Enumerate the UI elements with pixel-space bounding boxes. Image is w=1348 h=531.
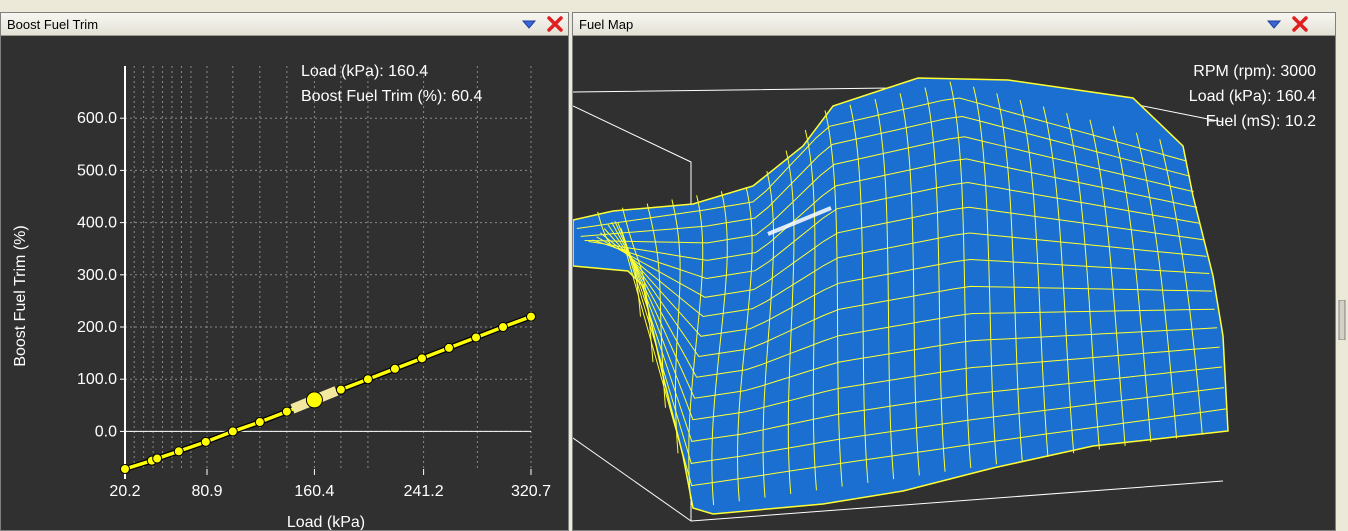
readout-load: Load (kPa): 160.4: [301, 63, 428, 80]
trim-point[interactable]: [471, 332, 482, 343]
readout-trim: Boost Fuel Trim (%): 60.4: [301, 88, 482, 105]
mesh-row-line: [580, 115, 1191, 237]
panel-titlebar[interactable]: Boost Fuel Trim: [1, 13, 568, 36]
trim-point[interactable]: [200, 436, 211, 447]
mesh-row-line: [623, 237, 1225, 464]
mesh-row-line: [614, 220, 1218, 399]
x-tick-label: 241.2: [404, 483, 444, 500]
selected-point[interactable]: [305, 391, 323, 409]
trim-point[interactable]: [152, 453, 163, 464]
mesh-column-line: [949, 81, 972, 469]
fuel-map-3d-view[interactable]: RPM (rpm): 3000 Load (kPa): 160.4 Fuel (…: [573, 36, 1335, 530]
y-axis-label: Boost Fuel Trim (%): [12, 225, 29, 366]
x-axis-label: Load (kPa): [287, 514, 365, 530]
fuel-map-3d-surface[interactable]: RPM (rpm): 3000 Load (kPa): 160.4 Fuel (…: [573, 36, 1335, 530]
y-tick-label: 200.0: [77, 319, 117, 336]
mesh-row-line: [600, 232, 1207, 318]
boost-fuel-trim-panel: Boost Fuel Trim 0.0 100.0 200.0 300.0 400.0 5…: [0, 12, 569, 531]
panel-titlebar[interactable]: Fuel Map: [573, 13, 1335, 36]
trim-point[interactable]: [389, 363, 400, 374]
mesh-row-line: [603, 228, 1210, 337]
scroll-grip-icon[interactable]: [1338, 300, 1346, 340]
trim-point[interactable]: [362, 374, 373, 385]
fuel-map-panel: Fuel Map RPM (rpm): 3000 Load (kPa): 160…: [572, 12, 1336, 531]
close-icon[interactable]: [546, 15, 564, 33]
y-tick-label: 100.0: [77, 371, 117, 388]
panel-title: Boost Fuel Trim: [7, 17, 99, 32]
mesh-row-line: [607, 224, 1213, 358]
mesh-row-line: [576, 97, 1187, 229]
mesh-row-line: [611, 221, 1215, 378]
close-icon[interactable]: [1291, 15, 1309, 33]
x-tick-label: 20.2: [109, 483, 140, 500]
chevron-down-icon[interactable]: [520, 15, 538, 33]
current-cell-marker: [767, 206, 832, 236]
x-tick-label: 160.4: [294, 483, 334, 500]
trim-chart-area[interactable]: 0.0 100.0 200.0 300.0 400.0 500.0 600.0 20.2 80.…: [1, 36, 568, 530]
mesh-row-line: [592, 181, 1201, 280]
readout-load: Load (kPa): 160.4: [1189, 88, 1316, 105]
trim-point[interactable]: [416, 353, 427, 364]
mesh-row-line: [625, 251, 1227, 487]
y-tick-label: 600.0: [77, 110, 117, 127]
mesh-row-line: [584, 136, 1194, 244]
trim-point[interactable]: [498, 322, 509, 333]
trim-point[interactable]: [335, 384, 346, 395]
x-tick-label: 320.7: [511, 483, 551, 500]
y-tick-label: 500.0: [77, 162, 117, 179]
mesh-row-line: [588, 158, 1198, 261]
y-tick-label: 400.0: [77, 215, 117, 232]
readout-fuel: Fuel (mS): 10.2: [1206, 113, 1316, 130]
mesh-row-line: [620, 228, 1222, 442]
panel-title: Fuel Map: [579, 17, 634, 32]
x-tick-label: 80.9: [191, 483, 222, 500]
surface-mesh: [576, 81, 1227, 506]
y-tick-label: 0.0: [95, 423, 117, 440]
chevron-down-icon[interactable]: [1265, 15, 1283, 33]
y-tick-label: 300.0: [77, 267, 117, 284]
boost-fuel-trim-chart[interactable]: 0.0 100.0 200.0 300.0 400.0 500.0 600.0 20.2 80.…: [1, 36, 568, 530]
trim-point[interactable]: [120, 464, 130, 474]
readout-rpm: RPM (rpm): 3000: [1193, 63, 1316, 80]
trim-point[interactable]: [443, 342, 454, 353]
trim-point[interactable]: [173, 446, 184, 457]
trim-point[interactable]: [227, 426, 238, 437]
mesh-row-line: [617, 222, 1220, 421]
surface-fill: [573, 77, 1229, 515]
trim-point[interactable]: [281, 406, 292, 417]
trim-point[interactable]: [526, 311, 536, 322]
mesh-row-line: [596, 206, 1204, 298]
trim-point[interactable]: [254, 417, 265, 428]
bounding-box: [573, 85, 1224, 522]
